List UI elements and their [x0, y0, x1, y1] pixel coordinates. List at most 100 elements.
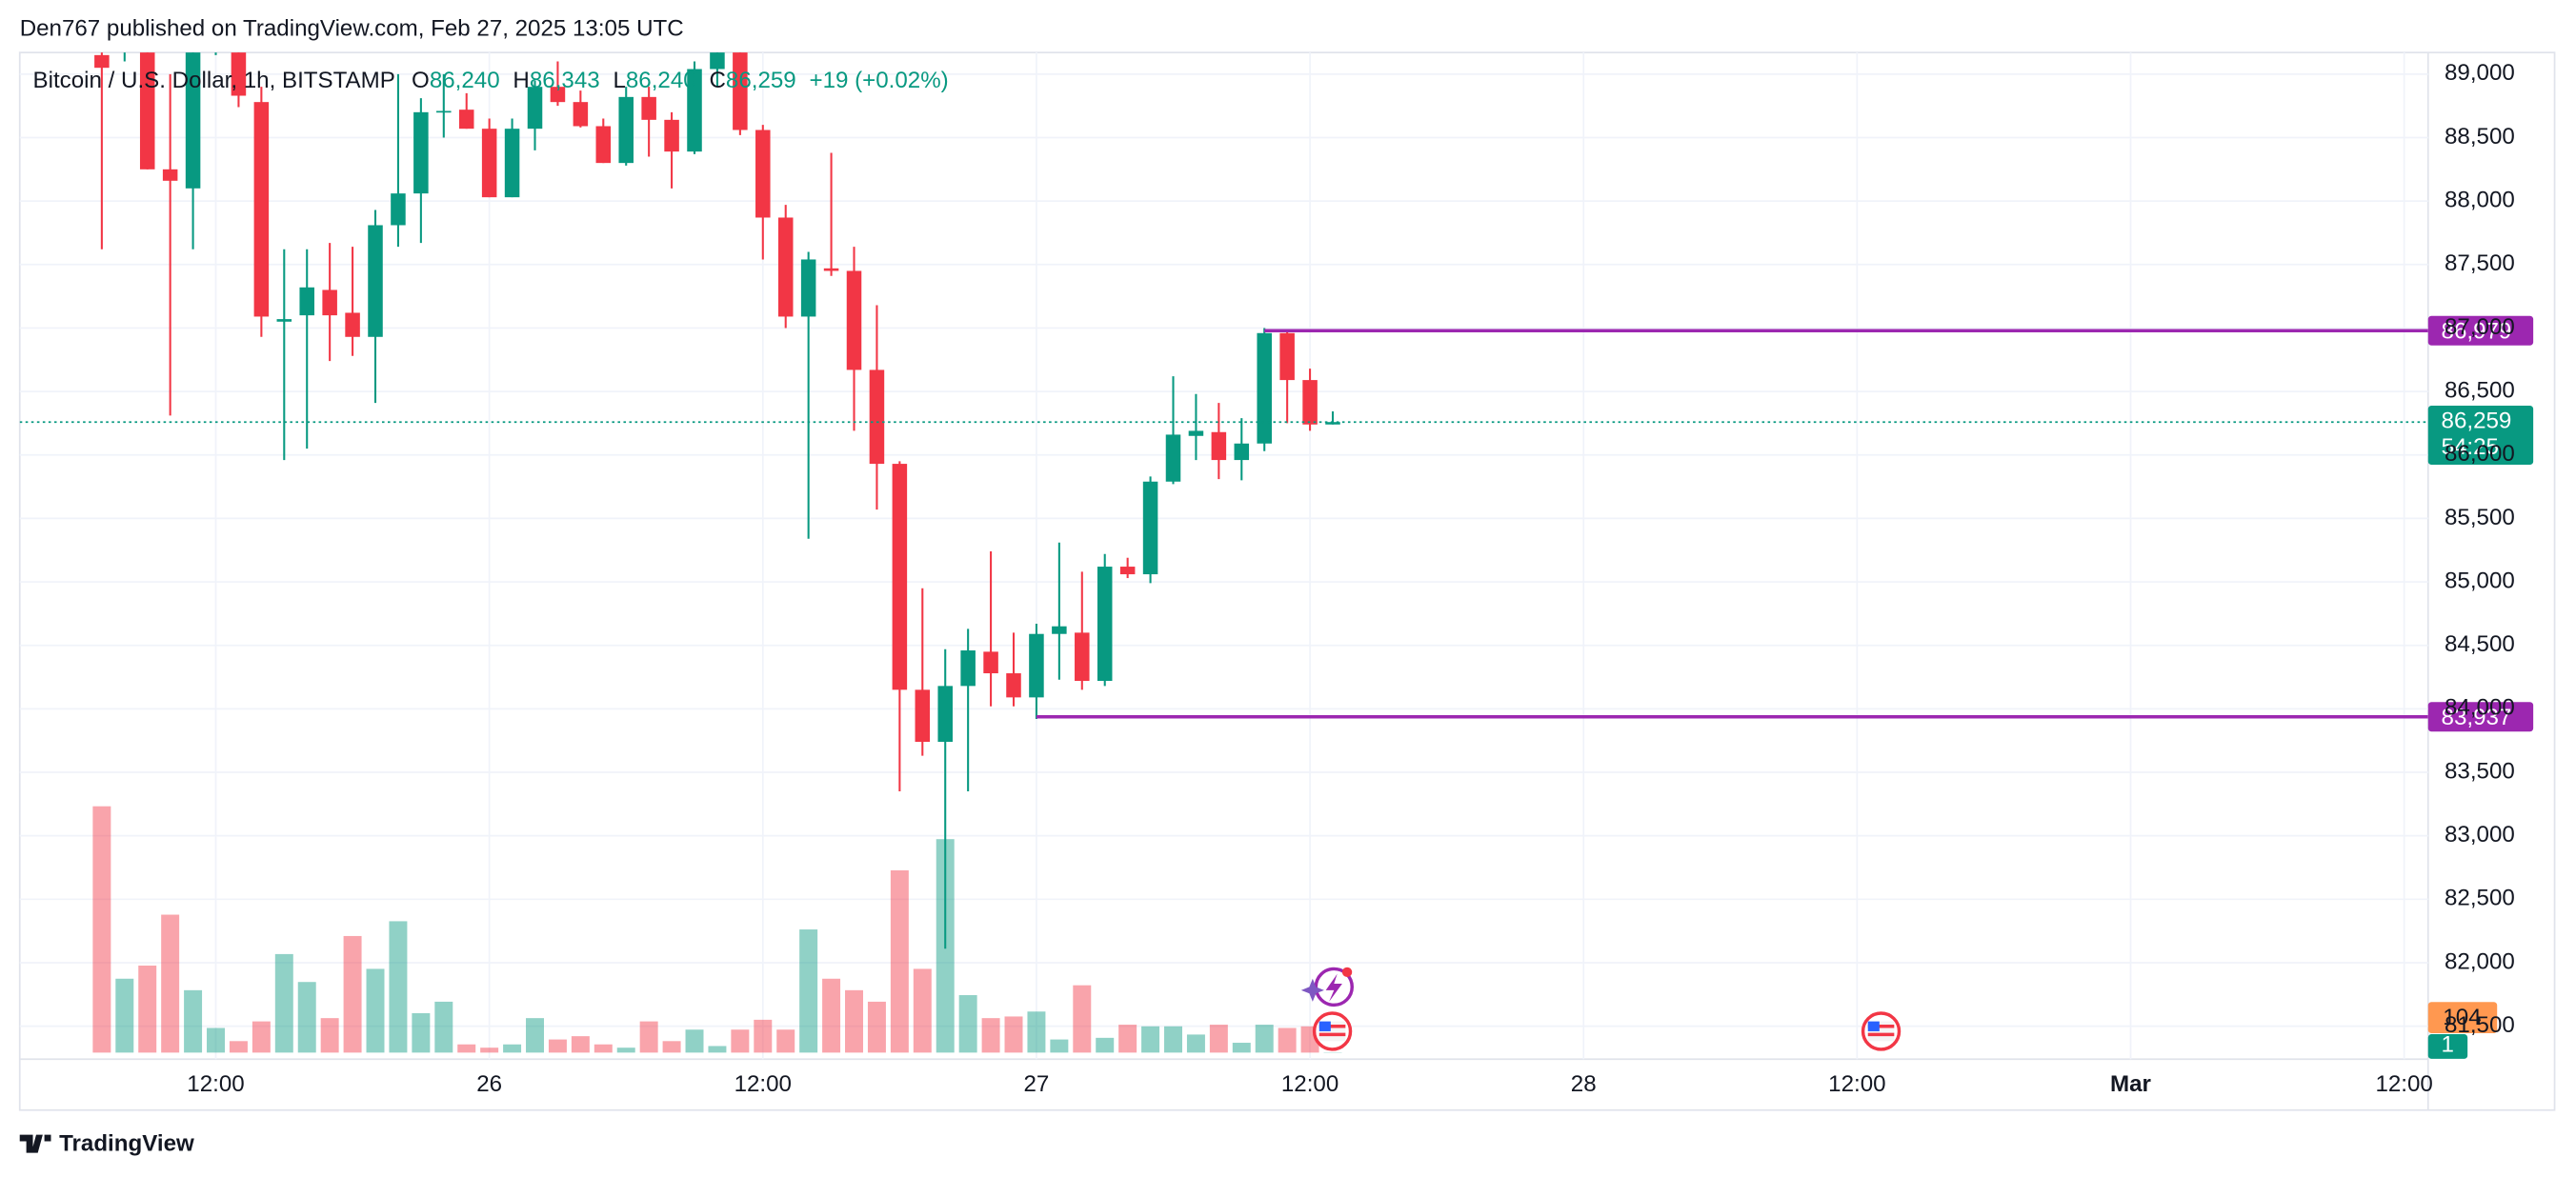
legend-key: O	[412, 69, 430, 94]
axes: 81,500 82,000 82,500 83,000 83,500 84,000 84,5…	[187, 60, 2514, 1097]
y-tick-label: 88,500	[2445, 124, 2515, 150]
volume-bar	[366, 968, 385, 1053]
volume-bar	[229, 1041, 248, 1053]
last-price-badge	[2427, 405, 2534, 466]
candle-body	[458, 110, 474, 130]
legend-value: 86,343	[530, 69, 600, 94]
candle-body	[322, 289, 337, 316]
volume-bar	[320, 1018, 339, 1053]
y-tick-label: 86,000	[2445, 441, 2515, 467]
candle-body	[710, 52, 725, 70]
volume-bar	[1164, 1026, 1182, 1053]
candle-body	[664, 119, 679, 152]
legend-key: L	[613, 69, 625, 94]
candle-body	[869, 369, 885, 465]
y-tick-label: 84,000	[2445, 695, 2515, 721]
legend-key: H	[513, 69, 529, 94]
level-label: 83,937	[2442, 705, 2512, 730]
volume-bar	[434, 1001, 453, 1053]
volume-bar	[184, 989, 203, 1053]
brand: TradingView	[59, 1130, 194, 1156]
volume-bar	[1050, 1039, 1069, 1053]
volume-bar	[1096, 1037, 1115, 1053]
volume-bar	[343, 935, 362, 1053]
candle-body	[481, 129, 497, 198]
candle-body	[687, 69, 702, 152]
candle-body	[1165, 434, 1181, 482]
volume-bar	[1278, 1027, 1297, 1053]
candle-body	[937, 686, 953, 743]
candle-body	[800, 259, 816, 317]
volume-bar	[1232, 1043, 1251, 1053]
volume-bar	[503, 1044, 522, 1053]
volume-bar	[1141, 1026, 1160, 1053]
candle-body	[733, 52, 748, 130]
candle-body	[573, 102, 589, 127]
candle-body	[1257, 332, 1272, 444]
y-tick-label: 81,500	[2445, 1012, 2515, 1038]
volume-bar	[822, 978, 841, 1053]
candle-body	[1052, 626, 1067, 634]
y-tick-label: 83,500	[2445, 758, 2515, 784]
legend: Bitcoin / U.S. Dollar, 1h, BITSTAMP O86,2…	[33, 69, 949, 94]
legend-title: Bitcoin / U.S. Dollar, 1h, BITSTAMP	[33, 69, 395, 94]
volume-bar	[731, 1029, 750, 1053]
logo: TradingView	[19, 1130, 194, 1156]
candle-body	[276, 319, 292, 322]
x-tick-label: 12:00	[2375, 1071, 2432, 1097]
y-tick-label: 85,000	[2445, 568, 2515, 593]
y-tick-label: 87,000	[2445, 314, 2515, 340]
x-tick-label: 12:00	[187, 1071, 244, 1097]
volume-bar	[1209, 1025, 1228, 1053]
volume-bar	[92, 806, 111, 1053]
x-tick-label: 28	[1571, 1071, 1597, 1097]
countdown: 54:25	[2442, 434, 2499, 460]
candle-body	[1302, 380, 1318, 425]
volume-bar	[662, 1041, 681, 1053]
volume-bar	[274, 953, 293, 1053]
legend-change: +19 (+0.02%)	[810, 69, 949, 94]
volume-bar	[412, 1012, 431, 1053]
header: Den767 published on TradingView.com, Feb…	[20, 15, 684, 41]
candle-body	[345, 312, 360, 337]
legend-value: 86,240	[626, 69, 696, 94]
candle-body	[823, 268, 839, 271]
legend-value: 86,240	[430, 69, 500, 94]
candle-body	[436, 110, 452, 113]
volume-bar	[548, 1039, 567, 1053]
volume-bar	[594, 1044, 613, 1053]
candle-body	[1188, 430, 1204, 436]
candle-body	[892, 464, 908, 690]
y-tick-label: 82,000	[2445, 948, 2515, 974]
candle-body	[755, 130, 771, 218]
candle-body	[1097, 567, 1113, 682]
volume-bar	[297, 982, 316, 1053]
candle-body	[94, 54, 110, 69]
candle-body	[527, 87, 543, 130]
volume-bar	[252, 1021, 271, 1053]
y-tick-label: 87,500	[2445, 250, 2515, 276]
level-badge	[2427, 702, 2534, 732]
y-tick-label: 89,000	[2445, 60, 2515, 86]
volume-bar	[115, 978, 134, 1053]
volume-bar	[1186, 1034, 1205, 1053]
event-icon	[1300, 967, 1902, 1051]
candle-body	[368, 225, 383, 337]
y-tick-label: 83,000	[2445, 822, 2515, 848]
plot	[19, 52, 2428, 1053]
volume-bar	[799, 929, 818, 1053]
volume-bar	[1004, 1016, 1023, 1053]
volume-bar	[571, 1036, 590, 1053]
x-tick-label: 12:00	[735, 1071, 792, 1097]
y-tick-label: 88,000	[2445, 188, 2515, 213]
volume-bar	[480, 1047, 499, 1053]
volume-bar	[161, 914, 180, 1053]
legend-value: 86,259	[726, 69, 796, 94]
candle-body	[846, 270, 862, 370]
y-tick-label: 84,500	[2445, 631, 2515, 657]
last-price-label: 86,259	[2442, 409, 2512, 434]
x-tick-label: 12:00	[1281, 1071, 1338, 1097]
volume-bar	[867, 1001, 886, 1053]
